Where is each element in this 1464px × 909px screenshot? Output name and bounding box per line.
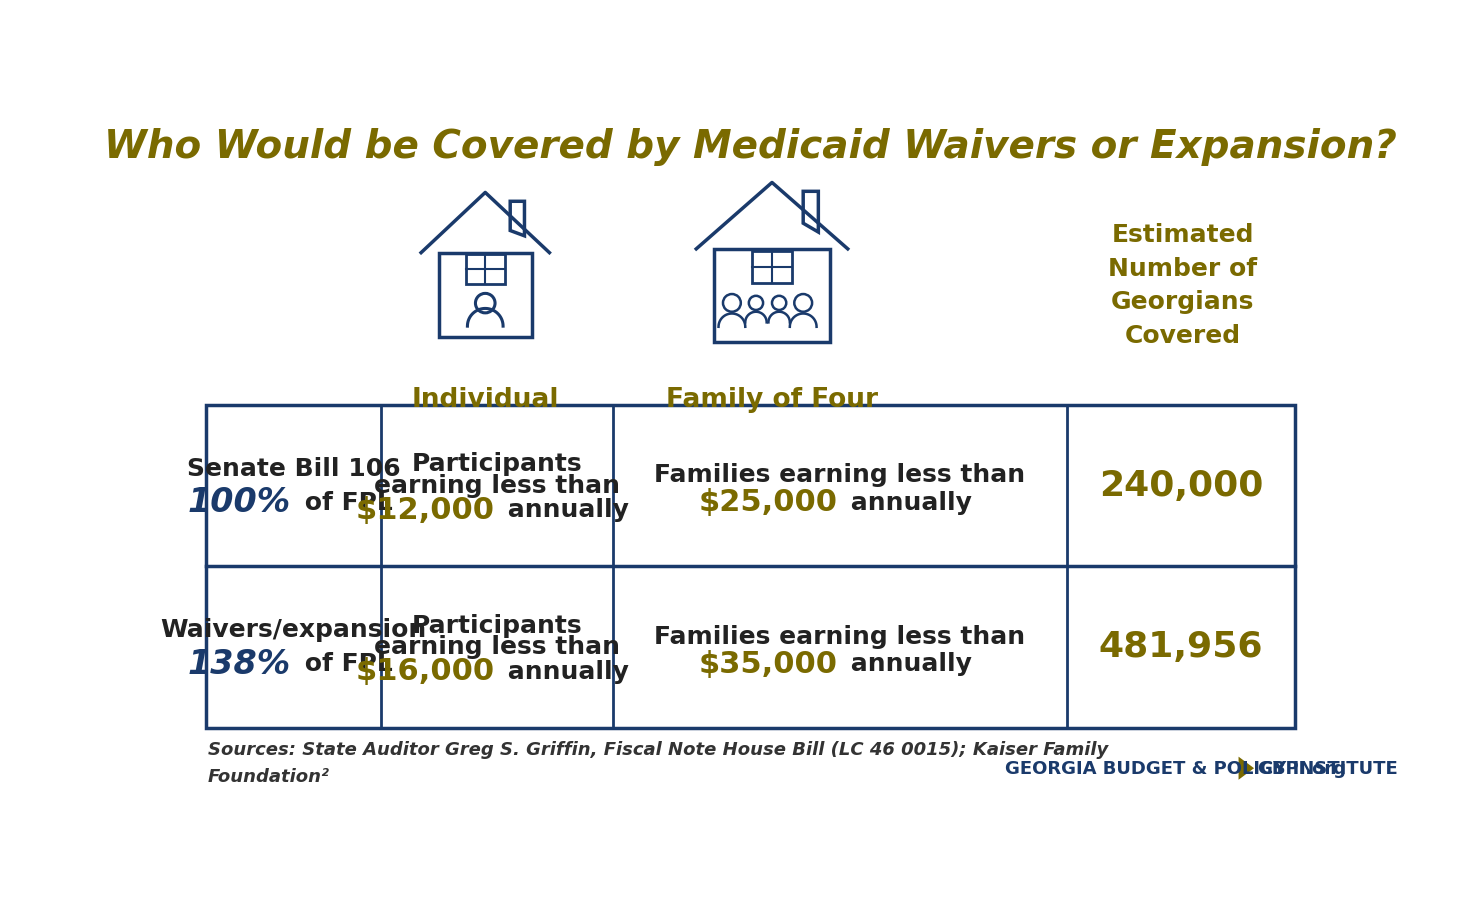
Bar <box>752 251 792 283</box>
Text: Families earning less than: Families earning less than <box>654 463 1025 487</box>
Text: Senate Bill 106: Senate Bill 106 <box>186 456 400 481</box>
Text: 138%: 138% <box>187 648 291 681</box>
Text: annually: annually <box>842 491 972 514</box>
Text: Participants: Participants <box>411 614 583 638</box>
Text: GBPI.org: GBPI.org <box>1258 760 1347 778</box>
Bar <box>714 249 830 342</box>
Text: Individual: Individual <box>411 387 559 413</box>
Text: 481,956: 481,956 <box>1098 630 1263 664</box>
Text: annually: annually <box>842 653 972 676</box>
Text: annually: annually <box>499 498 630 523</box>
Text: annually: annually <box>499 660 630 684</box>
Text: Waivers/expansion: Waivers/expansion <box>161 618 426 643</box>
Text: Who Would be Covered by Medicaid Waivers or Expansion?: Who Would be Covered by Medicaid Waivers… <box>104 127 1397 165</box>
Text: Family of Four: Family of Four <box>666 387 878 413</box>
Text: earning less than: earning less than <box>373 474 619 497</box>
Bar <box>466 254 505 284</box>
Polygon shape <box>1239 756 1255 780</box>
Text: $16,000: $16,000 <box>356 657 495 686</box>
Text: Families earning less than: Families earning less than <box>654 624 1025 648</box>
Text: GEORGIA BUDGET & POLICY INSTITUTE: GEORGIA BUDGET & POLICY INSTITUTE <box>1004 760 1397 778</box>
Text: 100%: 100% <box>187 486 291 519</box>
Bar <box>206 405 1296 728</box>
Bar <box>439 253 531 336</box>
Text: $25,000: $25,000 <box>698 488 837 517</box>
Text: of FPL: of FPL <box>296 491 392 514</box>
Text: $35,000: $35,000 <box>698 650 837 679</box>
Text: Sources: State Auditor Greg S. Griffin, Fiscal Note House Bill (LC 46 0015); Kai: Sources: State Auditor Greg S. Griffin, … <box>208 741 1108 785</box>
Text: Estimated
Number of
Georgians
Covered: Estimated Number of Georgians Covered <box>1108 224 1258 347</box>
Text: $12,000: $12,000 <box>356 495 495 524</box>
Text: earning less than: earning less than <box>373 635 619 659</box>
Text: Participants: Participants <box>411 452 583 476</box>
Text: of FPL: of FPL <box>296 653 392 676</box>
Text: 240,000: 240,000 <box>1098 469 1263 503</box>
